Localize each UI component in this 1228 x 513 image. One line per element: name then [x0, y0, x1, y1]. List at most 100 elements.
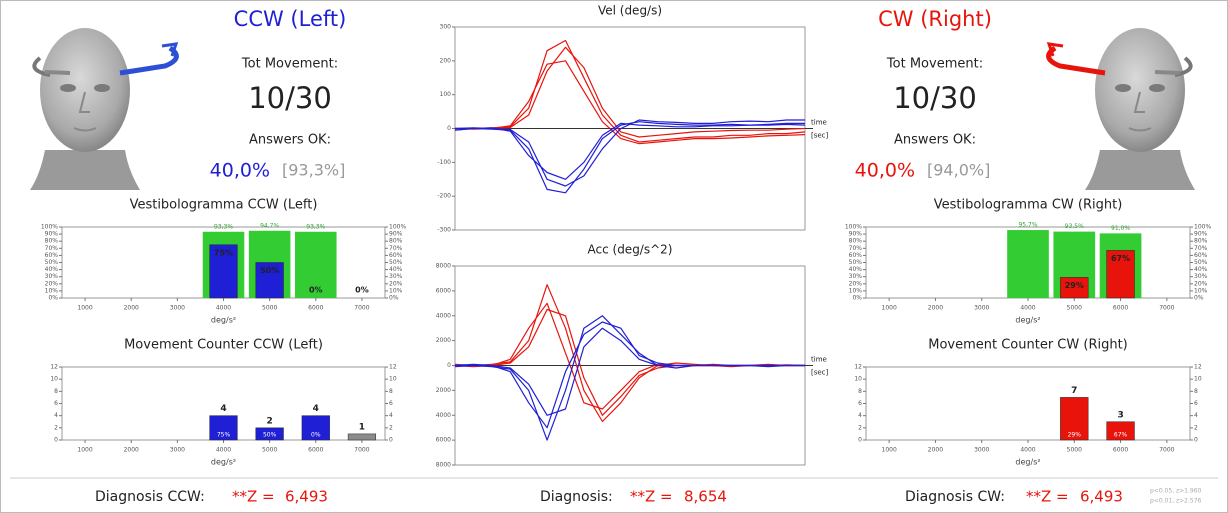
x-axis-label: deg/s²: [1015, 458, 1040, 467]
x-tick-label: 2000: [928, 447, 943, 454]
y-tick-label: 100%: [389, 224, 406, 231]
trace: [454, 60, 806, 145]
y-tick-label: 6000: [436, 437, 451, 444]
reference-label: 95,7%: [1018, 222, 1037, 229]
tot-value: 10/30: [893, 81, 977, 115]
y-tick-label: 100%: [1194, 224, 1211, 231]
y-tick-label: 8: [389, 388, 393, 395]
trace: [455, 39, 806, 143]
x-tick-label: 3000: [974, 305, 989, 312]
y-tick-label: 90%: [1194, 231, 1208, 238]
y-tick-label: 6: [858, 400, 862, 407]
y-tick-label: 10: [854, 376, 862, 383]
tot-label: Tot Movement:: [241, 57, 338, 72]
y-tick-label: 40%: [389, 266, 403, 273]
z-label: **Z =: [630, 488, 673, 506]
y-tick-label: 0%: [1194, 295, 1204, 302]
z-value: 8,654: [684, 488, 727, 506]
bar: [1060, 397, 1089, 441]
value-label: 75%: [214, 248, 233, 257]
y-tick-label: 0: [447, 125, 451, 132]
bar: [255, 427, 284, 441]
y-tick-label: 20%: [1194, 280, 1208, 287]
reference-label: 93,3%: [306, 223, 325, 230]
y-tick-label: 4: [1194, 412, 1198, 419]
y-tick-label: 0%: [389, 295, 399, 302]
y-tick-label: 0: [447, 362, 451, 369]
inner-label: 75%: [217, 432, 231, 439]
x-tick-label: 1000: [77, 305, 92, 312]
plot-area: [865, 366, 1191, 441]
bar: [209, 244, 238, 299]
y-tick-label: 6: [389, 400, 393, 407]
y-tick-label: 80%: [849, 238, 863, 245]
y-tick-label: 90%: [389, 231, 403, 238]
trace: [454, 122, 806, 180]
diagnosis-label: Diagnosis CCW:: [95, 489, 205, 505]
y-tick-label: 2: [1194, 424, 1198, 431]
y-tick-label: 6: [1194, 400, 1198, 407]
inner-label: 67%: [1114, 432, 1128, 439]
y-tick-label: 40%: [45, 266, 59, 273]
y-tick-label: 4: [858, 412, 862, 419]
y-tick-label: 0: [858, 437, 862, 444]
reference-bar: [295, 231, 337, 298]
y-tick-label: 30%: [45, 273, 59, 280]
x-tick-label: 3000: [170, 305, 185, 312]
y-tick-label: 50%: [1194, 259, 1208, 266]
y-tick-label: 8000: [436, 263, 451, 270]
value-label: 3: [1117, 410, 1123, 420]
y-tick-label: 30%: [849, 273, 863, 280]
value-label: 67%: [1111, 254, 1130, 263]
value-label: 0%: [309, 286, 323, 295]
y-tick-label: 300: [440, 24, 452, 31]
axis-note: time: [811, 356, 827, 364]
y-tick-label: 10%: [849, 287, 863, 294]
bar: [1106, 421, 1135, 441]
x-tick-label: 4000: [1020, 447, 1035, 454]
y-tick-label: 12: [389, 364, 397, 371]
y-tick-label: -100: [437, 159, 451, 166]
reference-label: 93,5%: [1065, 223, 1084, 230]
y-tick-label: 50%: [849, 259, 863, 266]
answers-pct: 40,0%: [855, 160, 915, 182]
y-tick-label: 8: [858, 388, 862, 395]
y-tick-label: 50%: [45, 259, 59, 266]
chart-title: Vestibologramma CW (Right): [934, 198, 1123, 213]
x-tick-label: 2000: [124, 447, 139, 454]
x-tick-label: 6000: [1113, 447, 1128, 454]
y-tick-label: 30%: [389, 273, 403, 280]
x-tick-label: 2000: [124, 305, 139, 312]
bar: [1106, 250, 1135, 299]
answers-ref: [93,3%]: [282, 161, 345, 180]
y-tick-label: 0: [389, 437, 393, 444]
y-tick-label: 20%: [389, 280, 403, 287]
y-tick-label: 2: [389, 424, 393, 431]
x-tick-label: 5000: [262, 305, 277, 312]
axis-note: time: [811, 119, 827, 127]
y-tick-label: 0%: [852, 295, 862, 302]
y-tick-label: 2000: [436, 387, 451, 394]
reference-bar: [1007, 230, 1049, 298]
value-label: 4: [313, 404, 319, 414]
x-tick-label: 4000: [216, 447, 231, 454]
x-tick-label: 1000: [77, 447, 92, 454]
x-tick-label: 5000: [1067, 305, 1082, 312]
side-title: CW (Right): [878, 7, 992, 31]
x-tick-label: 1000: [882, 305, 897, 312]
reference-label: 91,0%: [1111, 225, 1130, 232]
y-tick-label: 8000: [436, 462, 451, 469]
answers-label: Answers OK:: [894, 133, 976, 148]
bar: [347, 433, 377, 441]
diagnosis-label: Diagnosis:: [540, 489, 613, 505]
y-tick-label: 100%: [41, 224, 58, 231]
side-title: CCW (Left): [234, 7, 347, 31]
diagnosis-label: Diagnosis CW:: [905, 489, 1005, 505]
trace: [454, 327, 805, 416]
y-tick-label: 4000: [436, 312, 451, 319]
value-label: 7: [1071, 386, 1077, 396]
inner-label: 0%: [311, 432, 321, 439]
x-tick-label: 6000: [1113, 305, 1128, 312]
y-tick-label: 0: [1194, 437, 1198, 444]
tot-label: Tot Movement:: [886, 57, 983, 72]
